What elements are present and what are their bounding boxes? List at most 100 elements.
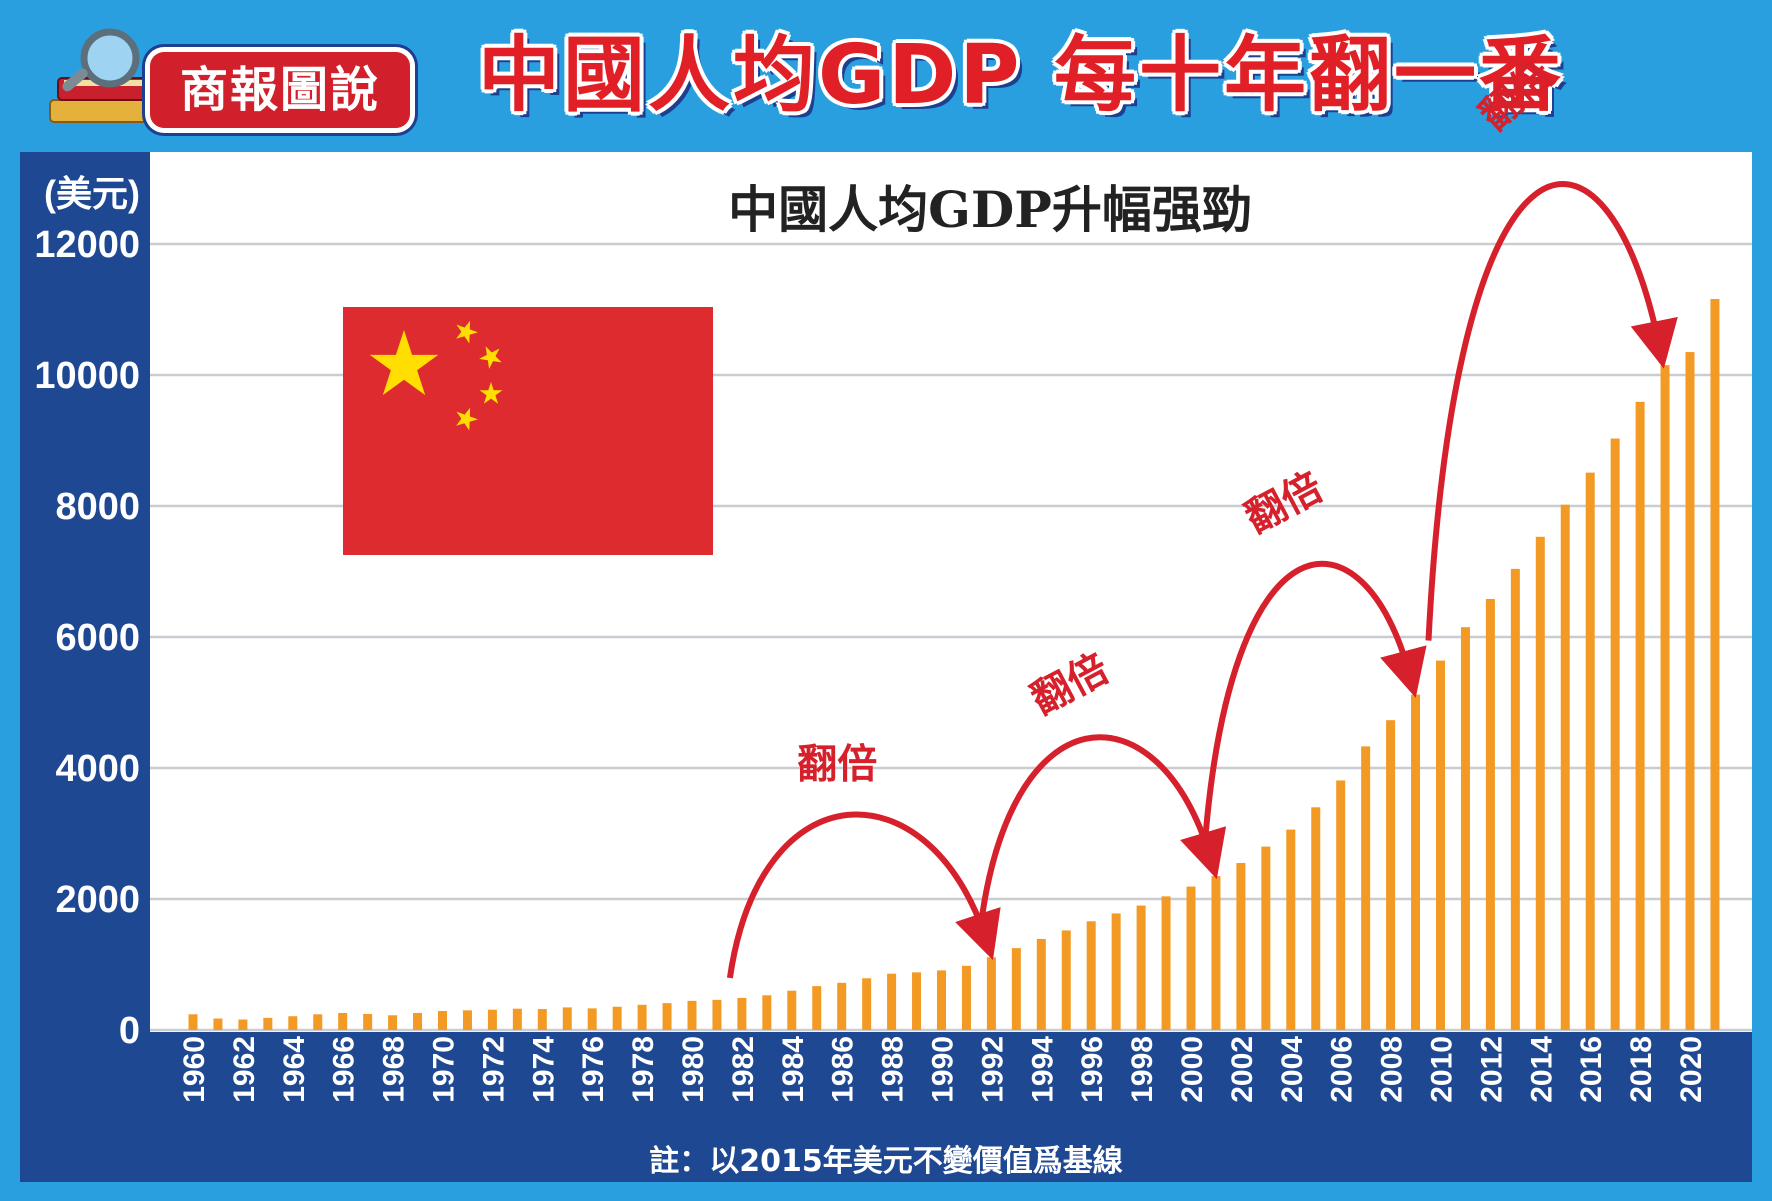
bar-1995 xyxy=(1061,930,1071,1030)
bar-1983 xyxy=(762,995,772,1030)
bar-2004 xyxy=(1286,829,1296,1030)
bar-1998 xyxy=(1136,905,1146,1030)
bar-1980 xyxy=(687,1000,697,1030)
y-axis-unit-label: (美元) xyxy=(44,173,140,214)
x-tick-label: 1970 xyxy=(428,1036,461,1103)
x-tick-label: 1986 xyxy=(827,1036,860,1103)
bar-1973 xyxy=(512,1008,522,1030)
x-tick-label: 2012 xyxy=(1475,1036,1508,1103)
header: 商報圖說 中國人均GDP 每十年翻一番 xyxy=(0,0,1772,150)
x-tick-label: 1962 xyxy=(228,1036,261,1103)
doubling-arrow xyxy=(726,811,1001,979)
plot-area xyxy=(150,152,1752,1032)
doubling-label: 翻倍 xyxy=(797,740,877,787)
bar-2003 xyxy=(1261,846,1271,1030)
bar-1981 xyxy=(712,999,722,1030)
x-tick-label: 2014 xyxy=(1525,1036,1558,1103)
bar-2014 xyxy=(1535,536,1545,1030)
doubling-arrow xyxy=(976,734,1227,938)
bar-2012 xyxy=(1485,599,1495,1030)
bar-1963 xyxy=(263,1017,273,1030)
bar-1968 xyxy=(388,1015,398,1030)
x-tick-label: 1960 xyxy=(178,1036,211,1103)
bar-2011 xyxy=(1460,627,1470,1030)
y-tick-label: 4000 xyxy=(55,748,140,790)
bar-1961 xyxy=(213,1018,223,1030)
section-badge: 商報圖說 xyxy=(150,52,410,128)
y-axis-ticks: 12000 10000 8000 6000 4000 2000 0 xyxy=(34,224,140,1052)
doubling-label: 翻倍 xyxy=(1024,645,1117,724)
x-tick-label: 1996 xyxy=(1076,1036,1109,1103)
bar-1967 xyxy=(363,1013,373,1030)
bar-2019 xyxy=(1660,365,1670,1030)
bar-1991 xyxy=(961,965,971,1030)
x-tick-label: 1984 xyxy=(777,1036,810,1103)
bar-1979 xyxy=(662,1003,672,1030)
doubling-label: 翻倍 xyxy=(1471,51,1562,139)
bar-1999 xyxy=(1161,896,1171,1030)
bar-2013 xyxy=(1510,568,1520,1030)
x-tick-label: 1966 xyxy=(328,1036,361,1103)
section-badge-label: 商報圖說 xyxy=(179,62,380,118)
bar-1989 xyxy=(912,972,922,1030)
x-tick-label: 1994 xyxy=(1026,1036,1059,1103)
bar-1990 xyxy=(937,970,946,1030)
bar-1969 xyxy=(413,1012,423,1030)
bar-2001 xyxy=(1211,876,1221,1030)
bar-1997 xyxy=(1111,913,1121,1030)
x-tick-label: 1992 xyxy=(976,1036,1009,1103)
bar-1976 xyxy=(587,1008,597,1030)
x-tick-label: 1982 xyxy=(727,1036,760,1103)
x-tick-label: 1972 xyxy=(477,1036,510,1103)
bar-2007 xyxy=(1361,746,1371,1030)
bar-2008 xyxy=(1386,720,1396,1030)
bar-1987 xyxy=(862,978,872,1030)
bar-2009 xyxy=(1411,694,1421,1030)
bar-1972 xyxy=(487,1009,497,1030)
chart-title: 中國人均GDP升幅强勁 xyxy=(728,180,1252,239)
bar-1985 xyxy=(812,986,822,1030)
bar-1986 xyxy=(837,982,847,1030)
x-tick-label: 1980 xyxy=(677,1036,710,1103)
y-tick-label: 8000 xyxy=(55,486,140,528)
bar-1978 xyxy=(637,1004,647,1030)
bar-1977 xyxy=(612,1006,622,1030)
bar-2000 xyxy=(1186,886,1196,1030)
bar-2002 xyxy=(1236,862,1246,1030)
bar-2021 xyxy=(1710,299,1720,1030)
bar-1992 xyxy=(986,957,996,1030)
x-tick-label: 1974 xyxy=(527,1036,560,1103)
x-tick-label: 1976 xyxy=(577,1036,610,1103)
x-axis-ticks: 1960 1962 1964 1966 1968 1970 1972 1974 1976 1978… xyxy=(178,1036,1708,1103)
bar-2016 xyxy=(1585,472,1595,1031)
bar-1994 xyxy=(1036,938,1046,1030)
y-tick-label: 6000 xyxy=(55,617,140,659)
bar-2010 xyxy=(1436,660,1445,1030)
x-tick-label: 1990 xyxy=(927,1036,960,1103)
x-tick-label: 2008 xyxy=(1376,1036,1409,1103)
doubling-arrow xyxy=(1425,181,1678,641)
bar-1993 xyxy=(1011,948,1021,1030)
bar-2006 xyxy=(1336,780,1346,1030)
page-title: 中國人均GDP 每十年翻一番 xyxy=(478,28,1565,123)
y-tick-label: 10000 xyxy=(34,355,140,397)
bar-1982 xyxy=(737,997,747,1030)
bar-1960 xyxy=(188,1014,198,1030)
bar-2017 xyxy=(1610,438,1620,1030)
x-tick-label: 2010 xyxy=(1426,1036,1459,1103)
bar-2015 xyxy=(1560,504,1570,1030)
x-tick-label: 1968 xyxy=(378,1036,411,1103)
x-tick-label: 1978 xyxy=(627,1036,660,1103)
bar-1970 xyxy=(438,1011,447,1030)
x-tick-label: 1998 xyxy=(1126,1036,1159,1103)
bar-2005 xyxy=(1311,807,1321,1030)
china-flag-icon xyxy=(343,307,713,555)
x-tick-label: 2000 xyxy=(1176,1036,1209,1103)
bar-2018 xyxy=(1635,401,1645,1031)
bar-1984 xyxy=(787,990,797,1030)
bar-1975 xyxy=(562,1007,572,1030)
doubling-arrow xyxy=(1200,560,1427,857)
bar-1964 xyxy=(288,1016,298,1030)
x-tick-label: 1964 xyxy=(278,1036,311,1103)
